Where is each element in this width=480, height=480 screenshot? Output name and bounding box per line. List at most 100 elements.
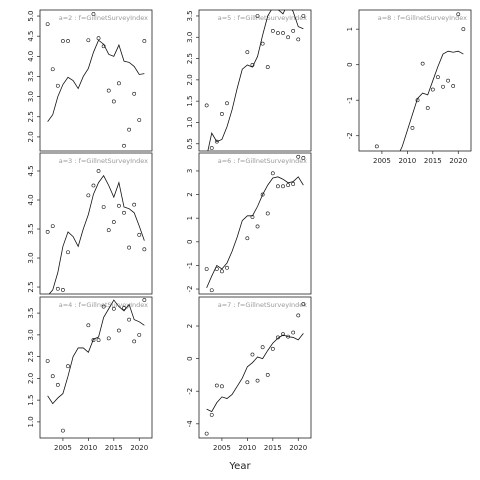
panel-frame	[198, 296, 312, 439]
observed-point	[214, 267, 219, 271]
panel-frame	[39, 9, 153, 152]
observed-point	[204, 431, 209, 436]
y-tick-label: 1	[186, 216, 194, 220]
y-tick-label: -2	[186, 286, 194, 293]
observed-point	[142, 298, 147, 302]
y-tick-label: 0.5	[186, 138, 194, 149]
observed-point	[137, 232, 142, 237]
observed-point	[61, 288, 65, 292]
y-tick-label: 3.0	[27, 91, 35, 102]
x-tick-label: 2005	[54, 444, 72, 452]
x-tick-label: 2020	[449, 157, 467, 165]
y-tick-label: 0	[186, 356, 194, 360]
observed-point	[430, 87, 435, 92]
panel-title: a=3 : f=GillnetSurveyIndex	[59, 157, 148, 165]
observed-point	[265, 65, 270, 69]
panel-frame	[358, 9, 472, 152]
observed-point	[296, 37, 301, 42]
observed-point	[86, 193, 91, 198]
observed-point	[265, 373, 270, 377]
observed-point	[260, 41, 265, 46]
observed-point	[101, 205, 106, 209]
observed-point	[127, 127, 131, 132]
panel-frame	[198, 9, 312, 152]
y-tick-label: 3.5	[27, 223, 35, 234]
observed-point	[260, 345, 265, 350]
y-tick-label: 5.0	[27, 10, 35, 21]
observed-point	[204, 267, 209, 271]
observed-point	[111, 306, 116, 311]
observed-point	[451, 84, 456, 88]
observed-point	[106, 336, 111, 341]
panel-frame	[198, 152, 312, 295]
observed-point	[374, 144, 379, 149]
y-tick-label: 2.5	[186, 53, 194, 64]
observed-point	[66, 250, 70, 255]
observed-point	[142, 247, 147, 252]
panel: a=4 : f=GillnetSurveyIndex1.01.52.02.53.…	[27, 296, 153, 452]
x-tick-label: 2010	[398, 157, 416, 165]
observed-point	[245, 380, 250, 385]
observed-point	[276, 335, 280, 340]
y-tick-label: 0	[346, 62, 354, 66]
observed-point	[225, 265, 229, 270]
y-tick-label: 4.5	[27, 165, 35, 176]
observed-point	[106, 88, 111, 93]
observed-point	[245, 50, 250, 55]
observed-point	[436, 75, 440, 80]
panel-title: a=5 : f=GillnetSurveyIndex	[218, 14, 307, 22]
observed-point	[91, 338, 96, 342]
observed-point	[220, 384, 224, 389]
observed-point	[276, 184, 280, 189]
fitted-line	[48, 174, 145, 294]
observed-point	[214, 383, 219, 388]
y-tick-label: 2.0	[27, 131, 35, 142]
x-tick-label: 2010	[238, 444, 256, 452]
observed-point	[286, 334, 290, 339]
observed-point	[209, 146, 214, 150]
observed-point	[132, 339, 137, 344]
observed-point	[296, 154, 301, 159]
observed-point	[204, 103, 209, 108]
panel: a=3 : f=GillnetSurveyIndex 2.5 3.0 3.5 4.0 4.…	[27, 152, 153, 295]
observed-point	[86, 38, 91, 43]
fitted-line	[206, 333, 304, 413]
y-tick-label: 3.0	[27, 252, 35, 263]
panel-title: a=8 : f=GillnetSurveyIndex	[378, 14, 467, 22]
y-tick-label: 2	[186, 324, 194, 328]
x-tick-label: 2015	[424, 157, 442, 165]
y-tick-label: 2.5	[27, 281, 35, 292]
observed-point	[291, 182, 296, 186]
observed-point	[281, 332, 285, 337]
x-tick-label: 2015	[105, 444, 123, 452]
observed-point	[255, 224, 260, 229]
observed-point	[250, 352, 255, 357]
x-tick-label: 2005	[373, 157, 391, 165]
panel: a=2 : f=GillnetSurveyIndex 2.0 2.5 3.0 3.5 4.…	[27, 9, 153, 152]
y-tick-label: 3	[186, 169, 194, 173]
observed-point	[55, 286, 60, 291]
observed-point	[66, 39, 70, 43]
observed-point	[250, 63, 255, 67]
panel: a=6 : f=GillnetSurveyIndex -2 -1 0 1 2 3	[186, 152, 312, 295]
y-tick-label: -2	[346, 132, 354, 139]
observed-point	[106, 228, 111, 233]
y-tick-label: 3.0	[27, 329, 35, 340]
observed-point	[45, 359, 50, 363]
observed-point	[441, 84, 445, 89]
panel-title: a=7 : f=GillnetSurveyIndex	[218, 301, 307, 309]
observed-point	[117, 328, 121, 333]
y-tick-label: 0	[186, 240, 194, 244]
y-tick-label: -4	[186, 420, 194, 428]
observed-point	[410, 126, 415, 130]
fitted-line	[399, 50, 464, 151]
observed-point	[117, 81, 121, 86]
y-tick-label: 3.5	[27, 308, 35, 319]
observed-point	[286, 35, 290, 40]
observed-point	[420, 61, 425, 66]
observed-point	[61, 39, 65, 43]
panel-title: a=2 : f=GillnetSurveyIndex	[59, 14, 148, 22]
observed-point	[425, 106, 430, 110]
y-tick-label: 4.0	[27, 51, 35, 62]
y-tick-label: 1.0	[27, 416, 35, 427]
